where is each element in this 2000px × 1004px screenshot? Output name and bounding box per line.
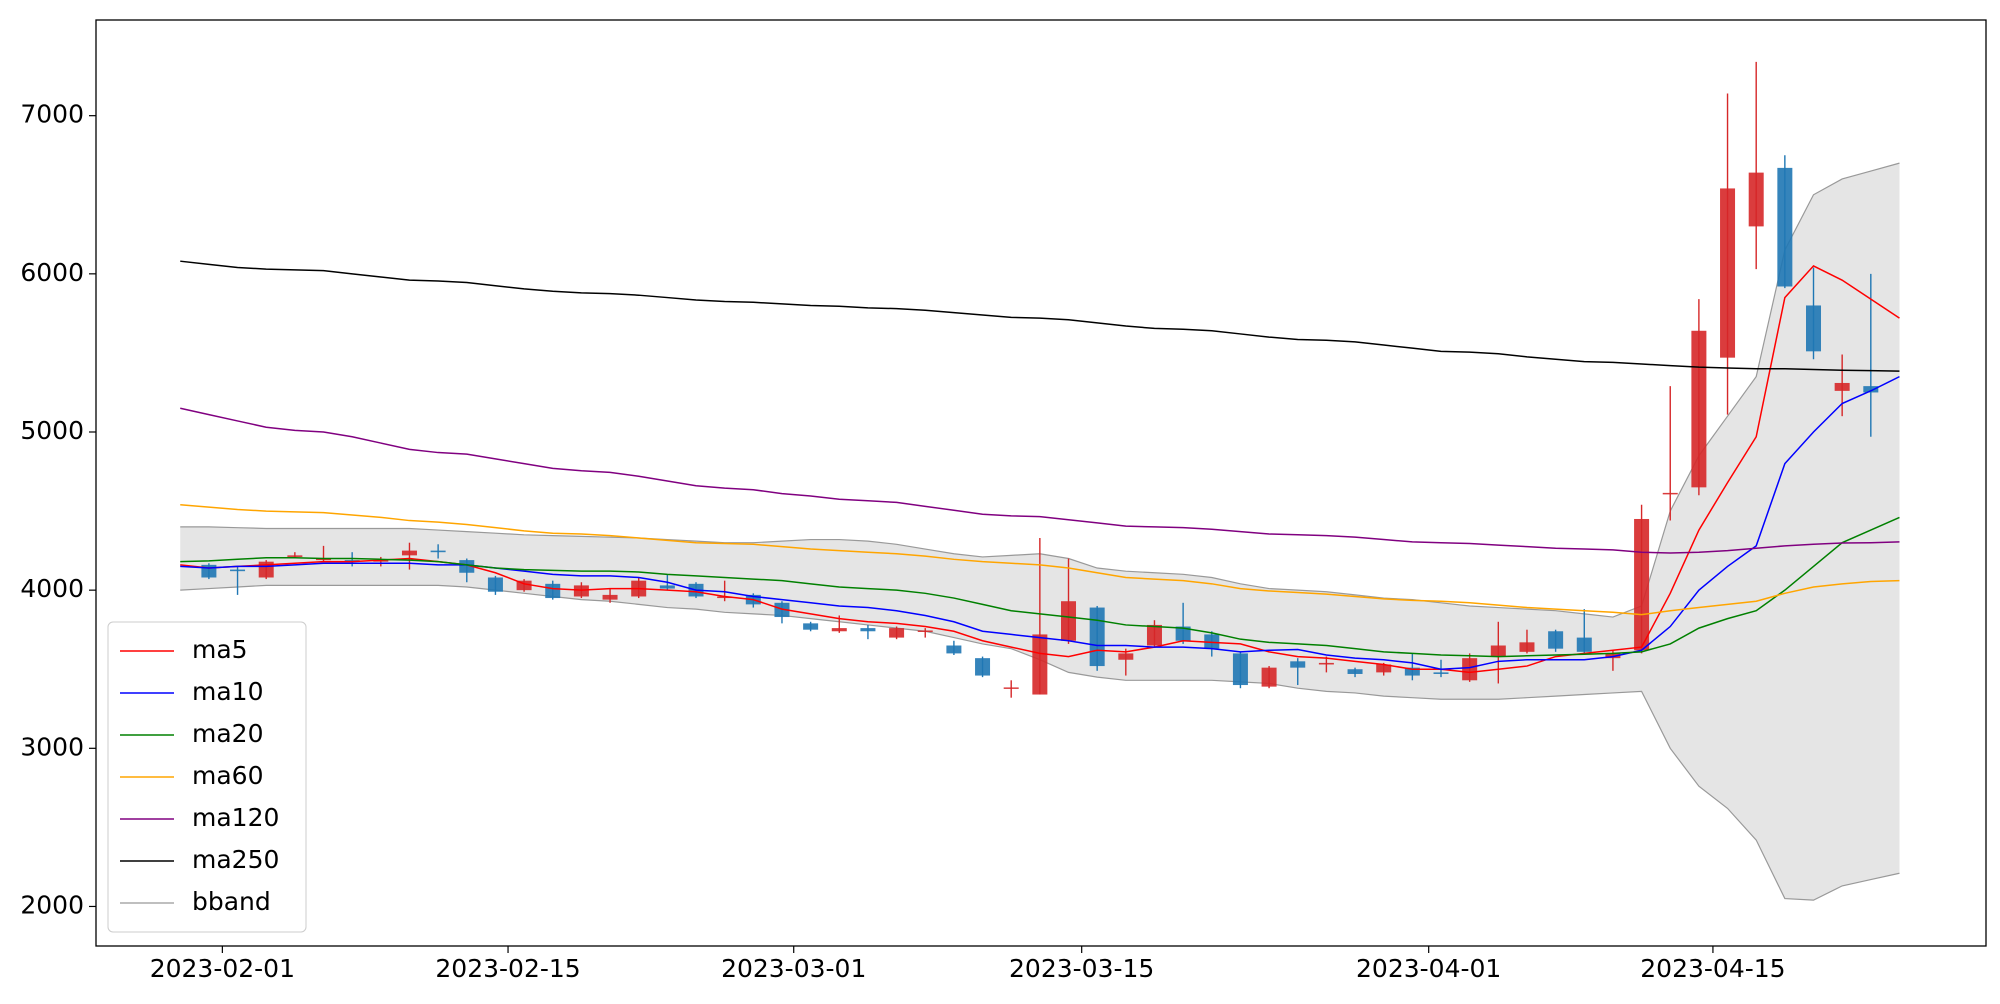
candle-body [1548, 631, 1564, 649]
candle-body [1433, 672, 1449, 674]
candle-body [1462, 658, 1478, 681]
candle-body [516, 580, 532, 591]
candle-body [1032, 634, 1048, 695]
y-tick-label: 2000 [20, 890, 84, 919]
candle-body [1175, 626, 1191, 641]
candle-body [1691, 330, 1707, 488]
candle-body [1204, 634, 1220, 649]
candle-body [975, 658, 991, 676]
y-tick-label: 3000 [20, 732, 84, 761]
candle-body [373, 560, 389, 562]
ma-line [180, 407, 1900, 554]
candle-body [401, 550, 417, 556]
ma-line [180, 516, 1900, 658]
candle-body [1806, 305, 1822, 352]
candle-body [1634, 518, 1650, 651]
candle-body [1089, 607, 1105, 667]
candle-body [659, 585, 675, 589]
candle-body [1605, 653, 1621, 659]
candle-body [1834, 382, 1850, 391]
candle-body [487, 577, 503, 592]
candle-body [344, 560, 360, 562]
candle-body [459, 560, 475, 573]
y-tick-label: 4000 [20, 574, 84, 603]
candle-body [316, 558, 332, 561]
x-tick-label: 2023-02-01 [150, 954, 295, 983]
candle-body [1748, 172, 1764, 227]
candle-body [917, 630, 933, 632]
y-tick-label: 6000 [20, 258, 84, 287]
plot-area [180, 61, 1900, 901]
legend-label: ma60 [192, 761, 263, 790]
candle-body [1404, 667, 1420, 676]
candle-body [1118, 653, 1134, 660]
x-tick-label: 2023-03-01 [721, 954, 866, 983]
x-tick-label: 2023-04-01 [1356, 954, 1501, 983]
legend-label: ma5 [192, 635, 248, 664]
candle-body [1662, 492, 1678, 495]
candle-body [717, 596, 733, 599]
y-tick-label: 7000 [20, 100, 84, 129]
candle-body [1720, 188, 1736, 358]
candle-body [1146, 624, 1162, 646]
candle-body [774, 602, 790, 618]
candle-body [602, 594, 618, 600]
candle-body [1519, 642, 1535, 652]
legend-label: bband [192, 887, 271, 916]
legend-box [107, 621, 307, 933]
candle-body [889, 628, 905, 638]
candle-body [1777, 167, 1793, 287]
legend-label: ma20 [192, 719, 263, 748]
candle-body [1003, 687, 1019, 689]
y-tick-label: 5000 [20, 416, 84, 445]
candle-body [1261, 667, 1277, 687]
candle-body [545, 583, 561, 599]
candle-body [1576, 637, 1592, 652]
candle-body [1061, 601, 1077, 641]
legend-label: ma10 [192, 677, 263, 706]
ma-line [180, 504, 1900, 616]
candle-body [573, 585, 589, 597]
candle-body [1347, 669, 1363, 674]
legend-label: ma120 [192, 803, 279, 832]
x-tick-label: 2023-02-15 [435, 954, 580, 983]
x-tick-label: 2023-04-15 [1640, 954, 1785, 983]
x-tick-label: 2023-03-15 [1009, 954, 1154, 983]
ma-line [180, 260, 1900, 372]
candle-body [946, 645, 962, 654]
legend-label: ma250 [192, 845, 279, 874]
candle-body [860, 628, 876, 632]
candle-body [1290, 661, 1306, 668]
candle-body [430, 550, 446, 553]
candle-body [287, 555, 303, 557]
candle-body [230, 569, 246, 572]
candle-body [1232, 653, 1248, 686]
plot-frame [95, 19, 1987, 947]
candle-body [1863, 386, 1879, 393]
candle-body [1376, 664, 1392, 673]
legend: ma5 ma10 ma20 ma60 ma120 ma250 bband [107, 621, 307, 933]
candle-body [803, 623, 819, 630]
candle-body [831, 628, 847, 632]
candle-body [1490, 645, 1506, 657]
candle-body [1318, 662, 1334, 665]
